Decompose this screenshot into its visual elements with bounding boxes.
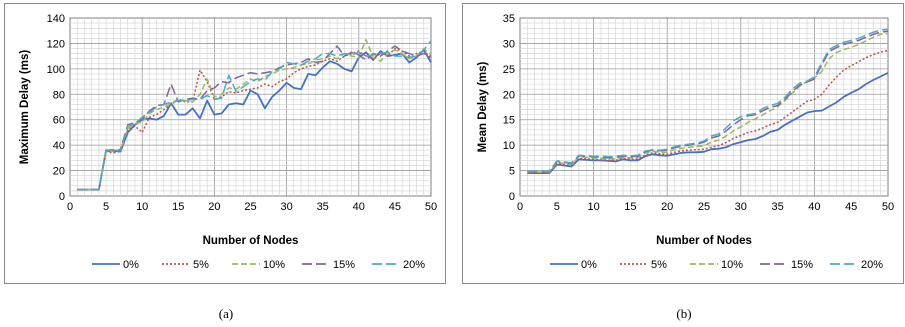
x-tick-label: 10 — [587, 201, 599, 213]
y-tick-label: 10 — [503, 140, 515, 152]
legend-label: 5% — [651, 259, 667, 271]
x-axis-title: Number of Nodes — [656, 235, 752, 247]
y-tick-label: 120 — [47, 38, 65, 50]
y-tick-label: 80 — [53, 89, 65, 101]
series-line-15pct — [527, 30, 889, 173]
x-tick-label: 50 — [425, 201, 437, 213]
x-axis-title: Number of Nodes — [203, 235, 299, 247]
x-tick-label: 15 — [172, 201, 184, 213]
x-tick-label: 15 — [624, 201, 636, 213]
chart-panel-b: 0 5 10 15 20 25 30 35 40 45 50 0 5 10 15 20 25 30 35 Number… — [462, 3, 904, 321]
y-tick-label: 100 — [47, 64, 65, 76]
x-tick-label: 40 — [353, 201, 365, 213]
series-line-5pct — [77, 47, 432, 191]
x-tick-label: 25 — [698, 201, 710, 213]
x-tick-label: 50 — [882, 201, 894, 213]
x-tick-label: 40 — [808, 201, 820, 213]
legend-label: 0% — [581, 259, 597, 271]
x-tick-label: 0 — [67, 201, 73, 213]
legend-label: 15% — [333, 259, 355, 271]
legend-label: 15% — [791, 259, 813, 271]
x-tick-label: 45 — [845, 201, 857, 213]
y-axis-title: Mean Delay (ms) — [477, 61, 489, 152]
legend: 0% 5% 10% 15% 20% — [92, 259, 425, 271]
y-tick-label: 140 — [47, 13, 65, 25]
panel-caption: (a) — [219, 306, 233, 321]
y-tick-label: 5 — [509, 166, 515, 178]
y-tick-label: 35 — [503, 13, 515, 25]
chart-panel-a: 0 5 10 15 20 25 30 35 40 45 50 0 20 40 60 80 100 120 140 Nu… — [4, 3, 446, 321]
series-line-5pct — [527, 49, 889, 174]
x-tick-label: 5 — [103, 201, 109, 213]
legend-label: 0% — [123, 259, 139, 271]
legend-label: 20% — [861, 259, 883, 271]
legend-label: 10% — [263, 259, 285, 271]
x-tick-label: 35 — [317, 201, 329, 213]
gridlines — [520, 18, 888, 196]
y-tick-label: 20 — [503, 89, 515, 101]
x-tick-label: 45 — [389, 201, 401, 213]
x-tick-label: 5 — [554, 201, 560, 213]
y-tick-label: 15 — [503, 115, 515, 127]
x-tick-label: 25 — [244, 201, 256, 213]
x-tick-label: 35 — [771, 201, 783, 213]
legend-label: 5% — [193, 259, 209, 271]
legend-label: 20% — [403, 259, 425, 271]
x-tick-label: 30 — [735, 201, 747, 213]
y-tick-label: 60 — [53, 115, 65, 127]
series-line-20pct — [77, 40, 432, 191]
panel-caption: (b) — [676, 306, 691, 321]
x-tick-label: 0 — [517, 201, 523, 213]
y-tick-label: 40 — [53, 140, 65, 152]
x-tick-label: 30 — [280, 201, 292, 213]
series-line-0pct — [527, 72, 889, 175]
series-line-10pct — [527, 32, 889, 173]
y-tick-label: 25 — [503, 64, 515, 76]
x-tick-label: 20 — [661, 201, 673, 213]
series-lines — [77, 38, 432, 191]
y-tick-label: 0 — [509, 191, 515, 203]
legend: 0% 5% 10% 15% 20% — [550, 259, 883, 271]
y-tick-label: 20 — [53, 166, 65, 178]
legend-label: 10% — [721, 259, 743, 271]
series-lines — [527, 28, 889, 175]
y-axis-title: Maximum Delay (ms) — [19, 50, 31, 165]
x-tick-label: 10 — [136, 201, 148, 213]
y-tick-label: 0 — [59, 191, 65, 203]
y-tick-label: 30 — [503, 38, 515, 50]
gridlines — [70, 18, 431, 196]
x-tick-label: 20 — [208, 201, 220, 213]
